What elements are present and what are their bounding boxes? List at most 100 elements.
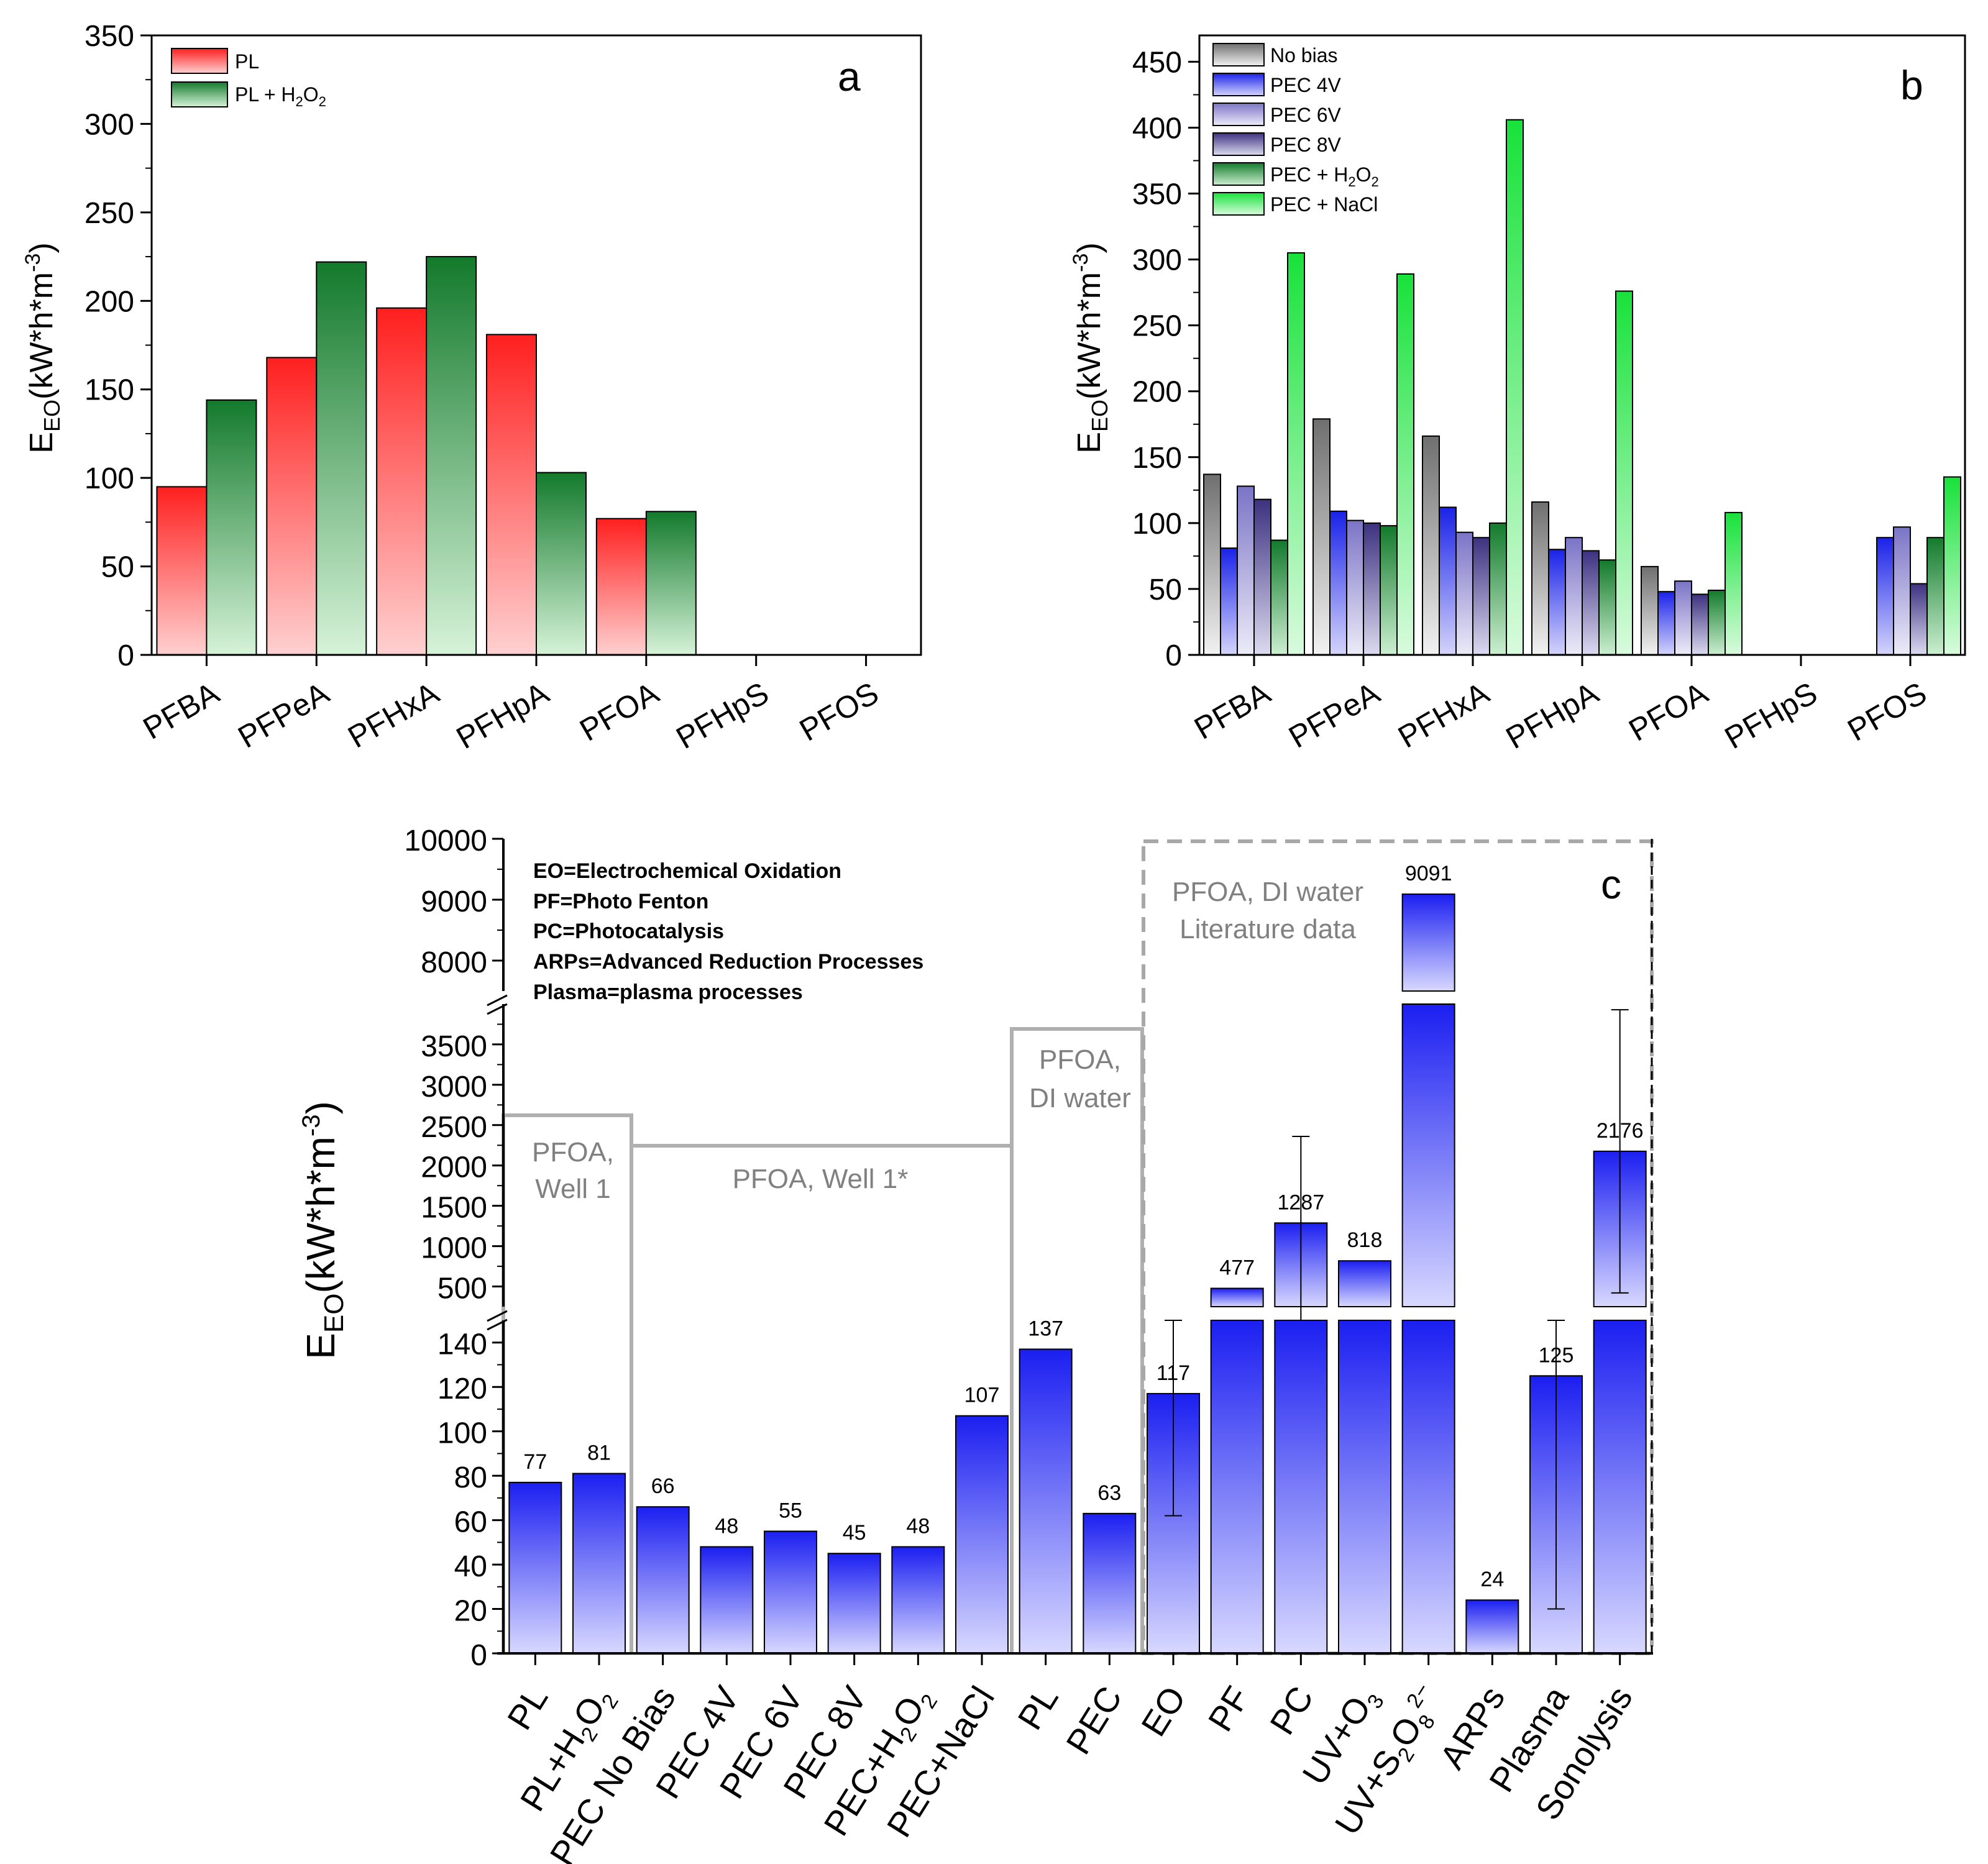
- y-tick-label-b: 450: [1132, 46, 1182, 79]
- bar-a-pl-h2o2-pfba: [206, 399, 257, 656]
- group-box-di-water: [1010, 1027, 1144, 1653]
- panel-b-bars: [1203, 119, 1961, 656]
- value-label-pec-nacl-7: 107: [964, 1384, 1000, 1407]
- bar-b-pec-4v-pfba: [1220, 547, 1238, 656]
- bar-b-pec-h2o2-pfos: [1926, 537, 1944, 656]
- x-tick-label-a-pfba: PFBA: [137, 675, 226, 746]
- legend-label-pec-4v: PEC 4V: [1270, 74, 1341, 96]
- bar-b-pec-8v-pfba: [1253, 498, 1271, 656]
- y-tick-label-a: 0: [117, 639, 134, 672]
- axis-break-mark-0-b: [487, 1318, 508, 1331]
- x-tick-label-a-pfos: PFOS: [794, 675, 884, 748]
- bar-b-pec-nacl-pfos: [1943, 476, 1961, 656]
- bar-c-pec-4v-3-segment-0: [700, 1546, 754, 1654]
- y-tick-label-c: 9000: [421, 885, 487, 918]
- bar-c-pl-8-segment-0: [1019, 1348, 1073, 1655]
- legend-label-pec-h2o2: PEC + H2O2: [1270, 163, 1379, 190]
- bar-b-pec-h2o2-pfoa: [1708, 590, 1726, 656]
- y-tick-label-a: 200: [85, 285, 134, 318]
- x-tick-label-c-eo-10: EO: [1134, 1679, 1193, 1743]
- panel-a-y-axis-title: EEO(kW*h*m-3): [21, 242, 65, 453]
- bar-b-pec-6v-pfhpa: [1565, 537, 1583, 656]
- value-label-pec-8v-5: 45: [843, 1521, 866, 1545]
- note-plasma: Plasma=plasma processes: [533, 980, 803, 1004]
- y-tick-label-c: 120: [437, 1373, 487, 1405]
- x-tick-label-a-pfhps: PFHpS: [671, 675, 775, 756]
- panel-b-legend: No bias PEC 4V PEC 6V PEC 8V PEC + H2O2 …: [1212, 43, 1379, 216]
- bar-a-pl-pfhxa: [376, 307, 428, 656]
- bar-b-pec-nacl-pfhpa: [1615, 290, 1633, 656]
- y-tick-label-c: 0: [470, 1639, 487, 1672]
- bar-a-pl-pfpea: [266, 357, 318, 656]
- value-label-arps-15: 24: [1480, 1568, 1504, 1591]
- axis-break-mark-0-a: [487, 1310, 508, 1322]
- y-tick-label-b: 100: [1132, 508, 1182, 541]
- y-tick-label-a: 350: [85, 20, 134, 53]
- note-pc: PC=Photocatalysis: [533, 920, 724, 943]
- value-label-pec-h2o2-6: 48: [906, 1514, 930, 1538]
- y-tick-label-b: 0: [1165, 639, 1182, 672]
- bar-a-pl-h2o2-pfhpa: [536, 472, 587, 656]
- value-label-pf-11: 477: [1219, 1256, 1255, 1280]
- panel-b-y-axis: 0 50 100 150 200 250 300 350 400 450: [1132, 46, 1199, 672]
- x-tick-label-c-pl-0: PL: [500, 1679, 556, 1736]
- x-tick-label-b-pfba: PFBA: [1188, 675, 1276, 746]
- value-label-pl-h2o2-1: 81: [587, 1441, 611, 1465]
- panel-a-letter: a: [838, 53, 861, 99]
- bar-a-pl-h2o2-pfhxa: [426, 256, 477, 656]
- y-tick-label-a: 250: [85, 197, 134, 230]
- region-well1-line2: Well 1: [535, 1174, 610, 1204]
- legend-swatch-no-bias: [1212, 43, 1265, 66]
- bar-b-pec-h2o2-pfhpa: [1598, 559, 1616, 656]
- x-tick-label-a-pfhxa: PFHxA: [342, 675, 445, 755]
- bar-b-no-bias-pfhxa: [1422, 435, 1440, 656]
- legend-label-pec-nacl: PEC + NaCl: [1270, 193, 1378, 216]
- value-label-pc-12: 1287: [1278, 1190, 1325, 1214]
- bar-c-pc-12-segment-0: [1274, 1320, 1328, 1654]
- panel-c-axes: 0 20 40 60 80 100 120 140 500 1000 1500 2000 2500 300…: [405, 825, 1653, 1672]
- bar-b-pec-nacl-pfhxa: [1506, 119, 1524, 656]
- bar-c-pf-11-segment-0: [1210, 1320, 1264, 1654]
- value-label-pl-0: 77: [523, 1450, 547, 1474]
- bar-b-pec-8v-pfoa: [1691, 593, 1709, 656]
- axis-break-mark-1-a: [487, 994, 508, 1007]
- legend-label-no-bias: No bias: [1270, 44, 1338, 66]
- bar-c-pec-no-bias-2-segment-0: [636, 1506, 690, 1654]
- y-tick-label-a: 150: [85, 374, 134, 407]
- bar-b-pec-4v-pfpea: [1329, 510, 1347, 656]
- bar-c-sonolysis-17-segment-0: [1593, 1320, 1647, 1654]
- bar-b-pec-6v-pfhxa: [1455, 531, 1473, 656]
- bar-a-pl-pfhpa: [486, 334, 537, 656]
- y-tick-label-c: 140: [437, 1328, 487, 1361]
- y-tick-label-b: 150: [1132, 442, 1182, 475]
- panel-b-letter: b: [1900, 62, 1923, 108]
- x-tick-label-b-pfhpa: PFHpA: [1500, 675, 1605, 756]
- bar-b-pec-nacl-pfpea: [1396, 273, 1414, 656]
- value-label-uv-s2o8-2-14: 9091: [1405, 862, 1452, 885]
- value-label-pec-4v-3: 48: [715, 1514, 738, 1538]
- legend-label-pl: PL: [235, 50, 259, 73]
- bar-c-pec-9-segment-0: [1083, 1512, 1137, 1654]
- value-label-pec-6v-4: 55: [779, 1499, 802, 1522]
- panel-c-error-bars: [1165, 1009, 1629, 1610]
- bar-b-pec-6v-pfos: [1893, 526, 1911, 656]
- bar-c-uv-s2o8-2-14-segment-0: [1401, 1320, 1455, 1654]
- bar-b-pec-nacl-pfba: [1287, 252, 1305, 656]
- note-arps: ARPs=Advanced Reduction Processes: [533, 950, 923, 974]
- bar-a-pl-h2o2-pfoa: [645, 511, 697, 656]
- value-label-pec-no-bias-2: 66: [651, 1474, 675, 1498]
- legend-swatch-pec-nacl: [1212, 192, 1265, 216]
- panel-a-x-axis: PFBA PFPeA PFHxA PFHpA PFOA PFHpS PFOS: [137, 655, 884, 756]
- bar-c-uv-o3-13-segment-1: [1338, 1260, 1391, 1307]
- bar-b-no-bias-pfoa: [1641, 565, 1659, 656]
- x-tick-label-c-pf-11: PF: [1200, 1679, 1257, 1738]
- bar-a-pl-h2o2-pfpea: [316, 261, 367, 656]
- bar-b-no-bias-pfhpa: [1531, 501, 1549, 656]
- bar-b-no-bias-pfpea: [1312, 418, 1331, 656]
- bar-b-pec-4v-pfos: [1876, 537, 1894, 656]
- bar-c-pec-8v-5-segment-0: [827, 1553, 881, 1654]
- y-tick-label-c: 10000: [405, 825, 487, 857]
- legend-swatch-pec-h2o2: [1212, 162, 1265, 186]
- y-tick-label-b: 400: [1132, 112, 1182, 145]
